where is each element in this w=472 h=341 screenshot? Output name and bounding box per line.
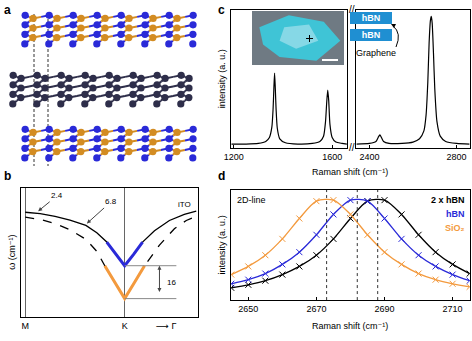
svg-text:Raman shift (cm⁻¹): Raman shift (cm⁻¹) (312, 321, 388, 331)
svg-text:2D-line: 2D-line (237, 195, 266, 205)
svg-text:ω (cm⁻¹): ω (cm⁻¹) (7, 234, 17, 269)
svg-text:hBN: hBN (446, 209, 465, 219)
svg-text:2670: 2670 (306, 304, 326, 314)
svg-text:2400: 2400 (359, 152, 379, 162)
html-text:hBN: hBN (361, 30, 381, 40)
svg-text:2.4: 2.4 (51, 191, 63, 200)
html-text:hBN: hBN (361, 13, 381, 23)
svg-text:iTO: iTO (178, 200, 191, 209)
html-text:Graphene: Graphene (356, 48, 396, 58)
svg-text:6.8: 6.8 (105, 197, 117, 206)
svg-text:SiO₂: SiO₂ (445, 223, 465, 233)
svg-text:2690: 2690 (374, 304, 394, 314)
svg-text:2 x hBN: 2 x hBN (431, 195, 465, 205)
svg-text:2710: 2710 (443, 304, 463, 314)
svg-text:intensity (a. u.): intensity (a. u.) (217, 49, 227, 108)
svg-text:1600: 1600 (322, 152, 342, 162)
svg-text://: // (349, 142, 355, 153)
svg-text:b: b (4, 169, 11, 183)
svg-text:K: K (122, 321, 128, 331)
svg-text:2650: 2650 (238, 304, 258, 314)
svg-text:Raman shift (cm⁻¹): Raman shift (cm⁻¹) (312, 167, 388, 177)
svg-text:1200: 1200 (224, 152, 244, 162)
svg-text:M: M (21, 321, 29, 331)
svg-text:d: d (218, 169, 225, 183)
svg-text:a: a (4, 3, 11, 17)
svg-text:16: 16 (167, 278, 176, 287)
svg-text:intensity (a. u.): intensity (a. u.) (217, 215, 227, 274)
svg-text:c: c (218, 3, 225, 17)
svg-text://: // (349, 4, 355, 15)
svg-text:⟶ Γ: ⟶ Γ (156, 321, 176, 331)
svg-text:2800: 2800 (447, 152, 467, 162)
